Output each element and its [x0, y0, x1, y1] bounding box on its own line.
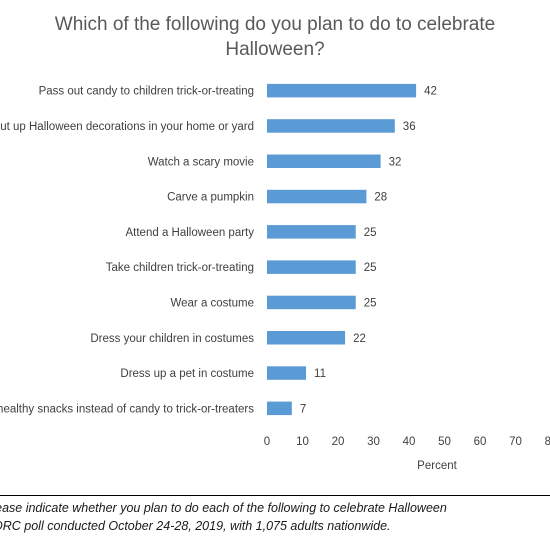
data-label: 36 — [403, 121, 416, 133]
footnote: Please indicate whether you plan to do e… — [0, 499, 550, 535]
data-label: 25 — [364, 227, 377, 239]
category-label: Attend a Halloween party — [126, 227, 255, 239]
data-label: 7 — [300, 403, 306, 415]
footnote-line-1: Please indicate whether you plan to do e… — [0, 501, 447, 515]
category-label: Pass out candy to children trick-or-trea… — [39, 86, 254, 98]
category-label: Dress your children in costumes — [90, 333, 254, 345]
category-label: Dress up a pet in costume — [120, 368, 254, 380]
bar — [267, 83, 417, 98]
x-axis: 0 10 20 30 40 50 60 70 80 Percent — [264, 436, 550, 472]
bars-group: Pass out candy to children trick-or-trea… — [0, 83, 437, 416]
footnote-line-2: NORC poll conducted October 24-28, 2019,… — [0, 519, 391, 533]
bar — [267, 154, 381, 168]
x-tick-label: 60 — [474, 436, 487, 448]
bar — [267, 260, 356, 274]
bar — [267, 401, 292, 416]
data-label: 32 — [389, 156, 402, 168]
data-label: 22 — [353, 333, 366, 345]
data-label: 11 — [314, 368, 326, 380]
data-label: 25 — [364, 297, 377, 309]
x-tick-label: 20 — [332, 436, 345, 448]
x-axis-title: Percent — [417, 460, 457, 472]
bar-chart: Pass out candy to children trick-or-trea… — [0, 83, 550, 472]
category-label: Carve a pumpkin — [167, 192, 254, 204]
x-tick-label: 50 — [438, 436, 451, 448]
bar — [267, 225, 356, 239]
bar — [267, 331, 346, 345]
chart-title: Which of the following do you plan to do… — [0, 12, 550, 62]
bar — [267, 119, 395, 133]
category-label: Take children trick-or-treating — [106, 262, 254, 274]
data-label: 28 — [374, 192, 387, 204]
x-tick-label: 70 — [509, 436, 522, 448]
data-label: 42 — [424, 86, 437, 98]
footnote-divider — [0, 495, 550, 496]
bar — [267, 366, 307, 380]
x-tick-label: 10 — [296, 436, 309, 448]
category-label: Put up Halloween decorations in your hom… — [0, 121, 254, 133]
category-label: Wear a costume — [170, 297, 254, 309]
x-tick-label: 30 — [367, 436, 380, 448]
bar — [267, 189, 367, 204]
category-label: Watch a scary movie — [148, 156, 254, 168]
chart-title-line-1: Which of the following do you plan to do… — [54, 14, 496, 35]
x-tick-label: 80 — [545, 436, 550, 448]
chart-title-line-2: Halloween? — [225, 39, 325, 60]
category-label: Give healthy snacks instead of candy to … — [0, 403, 254, 415]
x-tick-label: 40 — [403, 436, 416, 448]
x-tick-label: 0 — [264, 436, 270, 448]
bar — [267, 295, 356, 310]
data-label: 25 — [364, 262, 377, 274]
